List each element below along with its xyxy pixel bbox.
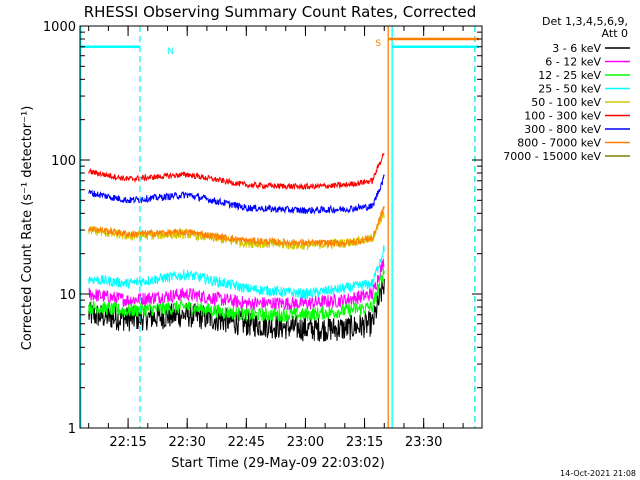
- legend-entry-label: 6 - 12 keV: [545, 56, 601, 69]
- series-layer: [88, 153, 385, 342]
- legend-entry-label: 100 - 300 keV: [524, 110, 601, 123]
- x-tick-label: 23:15: [346, 435, 383, 450]
- y-tick-label: 10: [59, 288, 76, 303]
- legend-entry-label: 25 - 50 keV: [538, 83, 601, 96]
- footer-timestamp: 14-Oct-2021 21:08: [560, 469, 636, 478]
- series-line: [88, 153, 385, 191]
- series-line: [88, 174, 385, 215]
- x-tick-label: 22:15: [109, 435, 146, 450]
- legend-entry-label: 50 - 100 keV: [531, 96, 601, 109]
- plot-frame: [79, 25, 483, 429]
- x-tick-label: 22:45: [228, 435, 265, 450]
- legend-entry-label: 800 - 7000 keV: [517, 137, 601, 150]
- series-line: [88, 205, 385, 248]
- flag-label: S: [375, 39, 381, 49]
- legend-entry-label: 3 - 6 keV: [552, 42, 601, 55]
- marker-layer: NS: [80, 26, 479, 428]
- y-tick-label: 1000: [43, 20, 76, 35]
- series-line: [88, 278, 385, 342]
- series-line: [88, 268, 385, 322]
- y-axis-label: Corrected Count Rate (s⁻¹ detector⁻¹): [20, 106, 35, 351]
- y-tick-label: 100: [51, 154, 76, 169]
- legend-header: Att 0: [602, 27, 628, 40]
- x-tick-label: 22:30: [168, 435, 205, 450]
- legend-header: Det 1,3,4,5,6,9,: [542, 15, 628, 28]
- series-line: [88, 258, 385, 312]
- legend-entry-label: 300 - 800 keV: [524, 123, 601, 136]
- y-tick-label: 1: [68, 422, 76, 437]
- x-tick-label: 23:00: [287, 435, 324, 450]
- legend-entry-label: 7000 - 15000 keV: [503, 150, 601, 163]
- chart-title: RHESSI Observing Summary Count Rates, Co…: [84, 3, 477, 21]
- flag-label: N: [167, 47, 174, 57]
- series-line: [88, 244, 385, 300]
- legend-entry-label: 12 - 25 keV: [538, 69, 601, 82]
- x-tick-label: 23:30: [405, 435, 442, 450]
- x-axis-label: Start Time (29-May-09 22:03:02): [171, 456, 385, 471]
- axis-layer: 1 10 100 1000 22:15 22:30 22:45 23:00 23:15 23:30: [43, 20, 483, 450]
